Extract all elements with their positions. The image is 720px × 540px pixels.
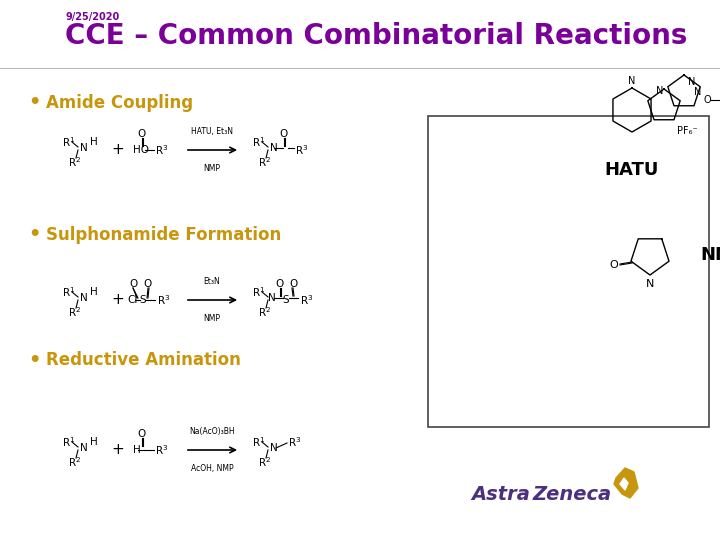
Bar bbox=[428, 116, 709, 427]
Polygon shape bbox=[620, 478, 628, 490]
Text: HATU: HATU bbox=[605, 161, 660, 179]
Text: AcOH, NMP: AcOH, NMP bbox=[191, 464, 233, 473]
Text: N: N bbox=[270, 443, 278, 453]
Text: Amide Coupling: Amide Coupling bbox=[46, 94, 193, 112]
Text: R$^3$: R$^3$ bbox=[288, 435, 302, 449]
Text: +: + bbox=[112, 143, 125, 158]
Text: Cl: Cl bbox=[127, 295, 138, 305]
Text: O: O bbox=[280, 129, 288, 139]
Text: R$^2$: R$^2$ bbox=[68, 305, 81, 319]
Text: PF₆⁻: PF₆⁻ bbox=[677, 126, 697, 136]
Text: H: H bbox=[90, 437, 98, 447]
Text: N: N bbox=[657, 86, 664, 96]
Text: •: • bbox=[28, 93, 40, 112]
Text: H: H bbox=[90, 137, 98, 147]
Text: O: O bbox=[129, 279, 137, 289]
Text: Na(AcO)₃BH: Na(AcO)₃BH bbox=[189, 427, 235, 436]
Text: Astra: Astra bbox=[471, 484, 530, 503]
Text: N: N bbox=[80, 443, 88, 453]
Text: N: N bbox=[80, 293, 88, 303]
Text: HO: HO bbox=[133, 145, 149, 155]
Text: 9/25/2020: 9/25/2020 bbox=[65, 12, 120, 22]
Text: N: N bbox=[629, 76, 636, 86]
Text: O: O bbox=[610, 260, 618, 270]
Text: R$^1$: R$^1$ bbox=[62, 435, 76, 449]
Text: S: S bbox=[283, 295, 289, 305]
Text: R$^2$: R$^2$ bbox=[258, 455, 271, 469]
Text: O: O bbox=[276, 279, 284, 289]
Text: Sulphonamide Formation: Sulphonamide Formation bbox=[46, 226, 282, 244]
Text: R$^1$: R$^1$ bbox=[252, 285, 265, 299]
Text: R$^3$: R$^3$ bbox=[155, 443, 168, 457]
Text: R$^3$: R$^3$ bbox=[155, 143, 168, 157]
Text: N: N bbox=[80, 143, 88, 153]
Text: HATU, Et₃N: HATU, Et₃N bbox=[191, 127, 233, 136]
Polygon shape bbox=[614, 468, 638, 498]
Text: +: + bbox=[112, 293, 125, 307]
Text: R$^1$: R$^1$ bbox=[252, 135, 265, 149]
Text: •: • bbox=[28, 350, 40, 369]
Text: R$^2$: R$^2$ bbox=[68, 155, 81, 169]
Text: S: S bbox=[140, 295, 146, 305]
Text: NMP: NMP bbox=[700, 246, 720, 264]
Text: R$^2$: R$^2$ bbox=[258, 305, 271, 319]
Text: Reductive Amination: Reductive Amination bbox=[46, 351, 241, 369]
Text: NMP: NMP bbox=[204, 314, 220, 323]
Text: +: + bbox=[112, 442, 125, 457]
Text: H: H bbox=[133, 445, 140, 455]
Text: R$^3$: R$^3$ bbox=[295, 143, 308, 157]
Text: R$^3$: R$^3$ bbox=[300, 293, 313, 307]
Text: O: O bbox=[138, 429, 146, 439]
Text: O: O bbox=[144, 279, 152, 289]
Text: CCE – Common Combinatorial Reactions: CCE – Common Combinatorial Reactions bbox=[65, 22, 688, 50]
Text: N: N bbox=[268, 293, 276, 303]
Text: NMP: NMP bbox=[204, 164, 220, 173]
Text: N: N bbox=[646, 279, 654, 289]
Text: •: • bbox=[28, 226, 40, 245]
Text: O: O bbox=[138, 129, 146, 139]
Text: R$^1$: R$^1$ bbox=[62, 285, 76, 299]
Text: R$^2$: R$^2$ bbox=[68, 455, 81, 469]
Text: O: O bbox=[290, 279, 298, 289]
Text: R$^1$: R$^1$ bbox=[62, 135, 76, 149]
Text: Zeneca: Zeneca bbox=[532, 484, 611, 503]
Text: R$^1$: R$^1$ bbox=[252, 435, 265, 449]
Text: R$^2$: R$^2$ bbox=[258, 155, 271, 169]
Text: N: N bbox=[270, 143, 278, 153]
Text: O: O bbox=[703, 95, 711, 105]
Text: R$^3$: R$^3$ bbox=[157, 293, 171, 307]
Text: N: N bbox=[694, 87, 702, 97]
Text: H: H bbox=[90, 287, 98, 297]
Text: Et₃N: Et₃N bbox=[204, 277, 220, 286]
Text: N: N bbox=[688, 77, 696, 87]
